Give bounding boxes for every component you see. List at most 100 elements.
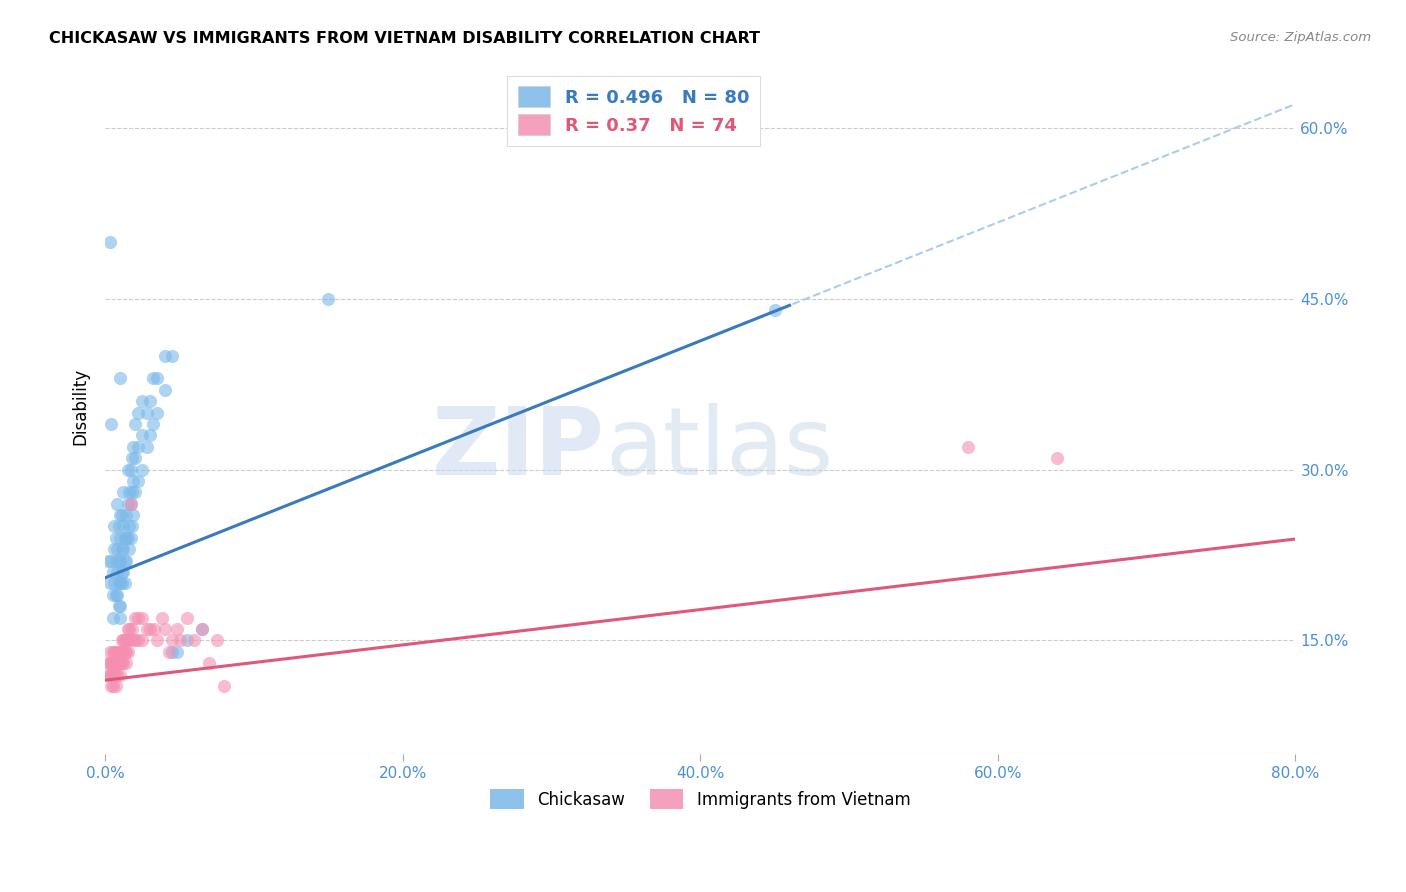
Point bbox=[139, 428, 162, 442]
Point bbox=[115, 554, 138, 568]
Point bbox=[121, 519, 143, 533]
Point bbox=[114, 633, 136, 648]
Point bbox=[124, 633, 146, 648]
Point bbox=[108, 610, 131, 624]
Point bbox=[112, 565, 135, 579]
Point bbox=[103, 519, 125, 533]
Point bbox=[139, 622, 162, 636]
Point bbox=[150, 610, 173, 624]
Point bbox=[198, 656, 221, 670]
Point bbox=[135, 622, 157, 636]
Point bbox=[117, 531, 139, 545]
Point bbox=[121, 622, 143, 636]
Point bbox=[97, 667, 120, 681]
Point bbox=[127, 474, 149, 488]
Point bbox=[110, 633, 132, 648]
Point bbox=[114, 554, 136, 568]
Point bbox=[115, 508, 138, 522]
Point bbox=[112, 542, 135, 557]
Point bbox=[160, 633, 183, 648]
Point bbox=[108, 531, 131, 545]
Text: atlas: atlas bbox=[605, 402, 834, 494]
Point bbox=[118, 519, 141, 533]
Point bbox=[101, 565, 124, 579]
Point bbox=[105, 565, 128, 579]
Point bbox=[115, 656, 138, 670]
Point bbox=[191, 622, 214, 636]
Point bbox=[135, 406, 157, 420]
Point bbox=[157, 645, 180, 659]
Point bbox=[110, 508, 132, 522]
Point bbox=[108, 371, 131, 385]
Point bbox=[108, 599, 131, 614]
Point bbox=[110, 656, 132, 670]
Point bbox=[115, 531, 138, 545]
Point bbox=[108, 656, 131, 670]
Point bbox=[112, 485, 135, 500]
Point bbox=[131, 633, 153, 648]
Point bbox=[98, 235, 121, 249]
Point bbox=[118, 622, 141, 636]
Point bbox=[118, 542, 141, 557]
Point bbox=[108, 508, 131, 522]
Point bbox=[191, 622, 214, 636]
Point bbox=[124, 451, 146, 466]
Point bbox=[105, 645, 128, 659]
Point bbox=[131, 428, 153, 442]
Point bbox=[160, 349, 183, 363]
Point bbox=[103, 576, 125, 591]
Point bbox=[422, 770, 444, 784]
Point bbox=[108, 554, 131, 568]
Point bbox=[153, 622, 176, 636]
Point bbox=[122, 633, 145, 648]
Point bbox=[110, 645, 132, 659]
Point bbox=[105, 656, 128, 670]
Point bbox=[122, 508, 145, 522]
Point bbox=[98, 645, 121, 659]
Point bbox=[114, 576, 136, 591]
Text: ZIP: ZIP bbox=[432, 402, 605, 494]
Point bbox=[146, 633, 169, 648]
Point bbox=[104, 531, 127, 545]
Point bbox=[117, 462, 139, 476]
Point bbox=[122, 440, 145, 454]
Point bbox=[205, 633, 228, 648]
Point bbox=[105, 588, 128, 602]
Text: Source: ZipAtlas.com: Source: ZipAtlas.com bbox=[1230, 31, 1371, 45]
Point bbox=[139, 394, 162, 409]
Point bbox=[120, 497, 142, 511]
Point bbox=[103, 656, 125, 670]
Point bbox=[127, 633, 149, 648]
Point bbox=[153, 349, 176, 363]
Point bbox=[98, 576, 121, 591]
Point bbox=[100, 554, 122, 568]
Point bbox=[146, 371, 169, 385]
Point bbox=[118, 485, 141, 500]
Point bbox=[107, 656, 129, 670]
Point bbox=[763, 303, 786, 318]
Point bbox=[146, 406, 169, 420]
Point bbox=[127, 440, 149, 454]
Point bbox=[107, 519, 129, 533]
Point bbox=[101, 610, 124, 624]
Point bbox=[169, 633, 191, 648]
Point bbox=[166, 622, 188, 636]
Point bbox=[108, 645, 131, 659]
Point bbox=[104, 679, 127, 693]
Point bbox=[98, 656, 121, 670]
Point bbox=[117, 633, 139, 648]
Point bbox=[131, 462, 153, 476]
Point bbox=[103, 645, 125, 659]
Point bbox=[135, 440, 157, 454]
Point bbox=[112, 645, 135, 659]
Point bbox=[107, 599, 129, 614]
Point bbox=[110, 576, 132, 591]
Point bbox=[121, 485, 143, 500]
Point bbox=[122, 474, 145, 488]
Point bbox=[117, 622, 139, 636]
Point bbox=[120, 497, 142, 511]
Point bbox=[105, 667, 128, 681]
Point bbox=[121, 451, 143, 466]
Point bbox=[107, 554, 129, 568]
Point bbox=[97, 656, 120, 670]
